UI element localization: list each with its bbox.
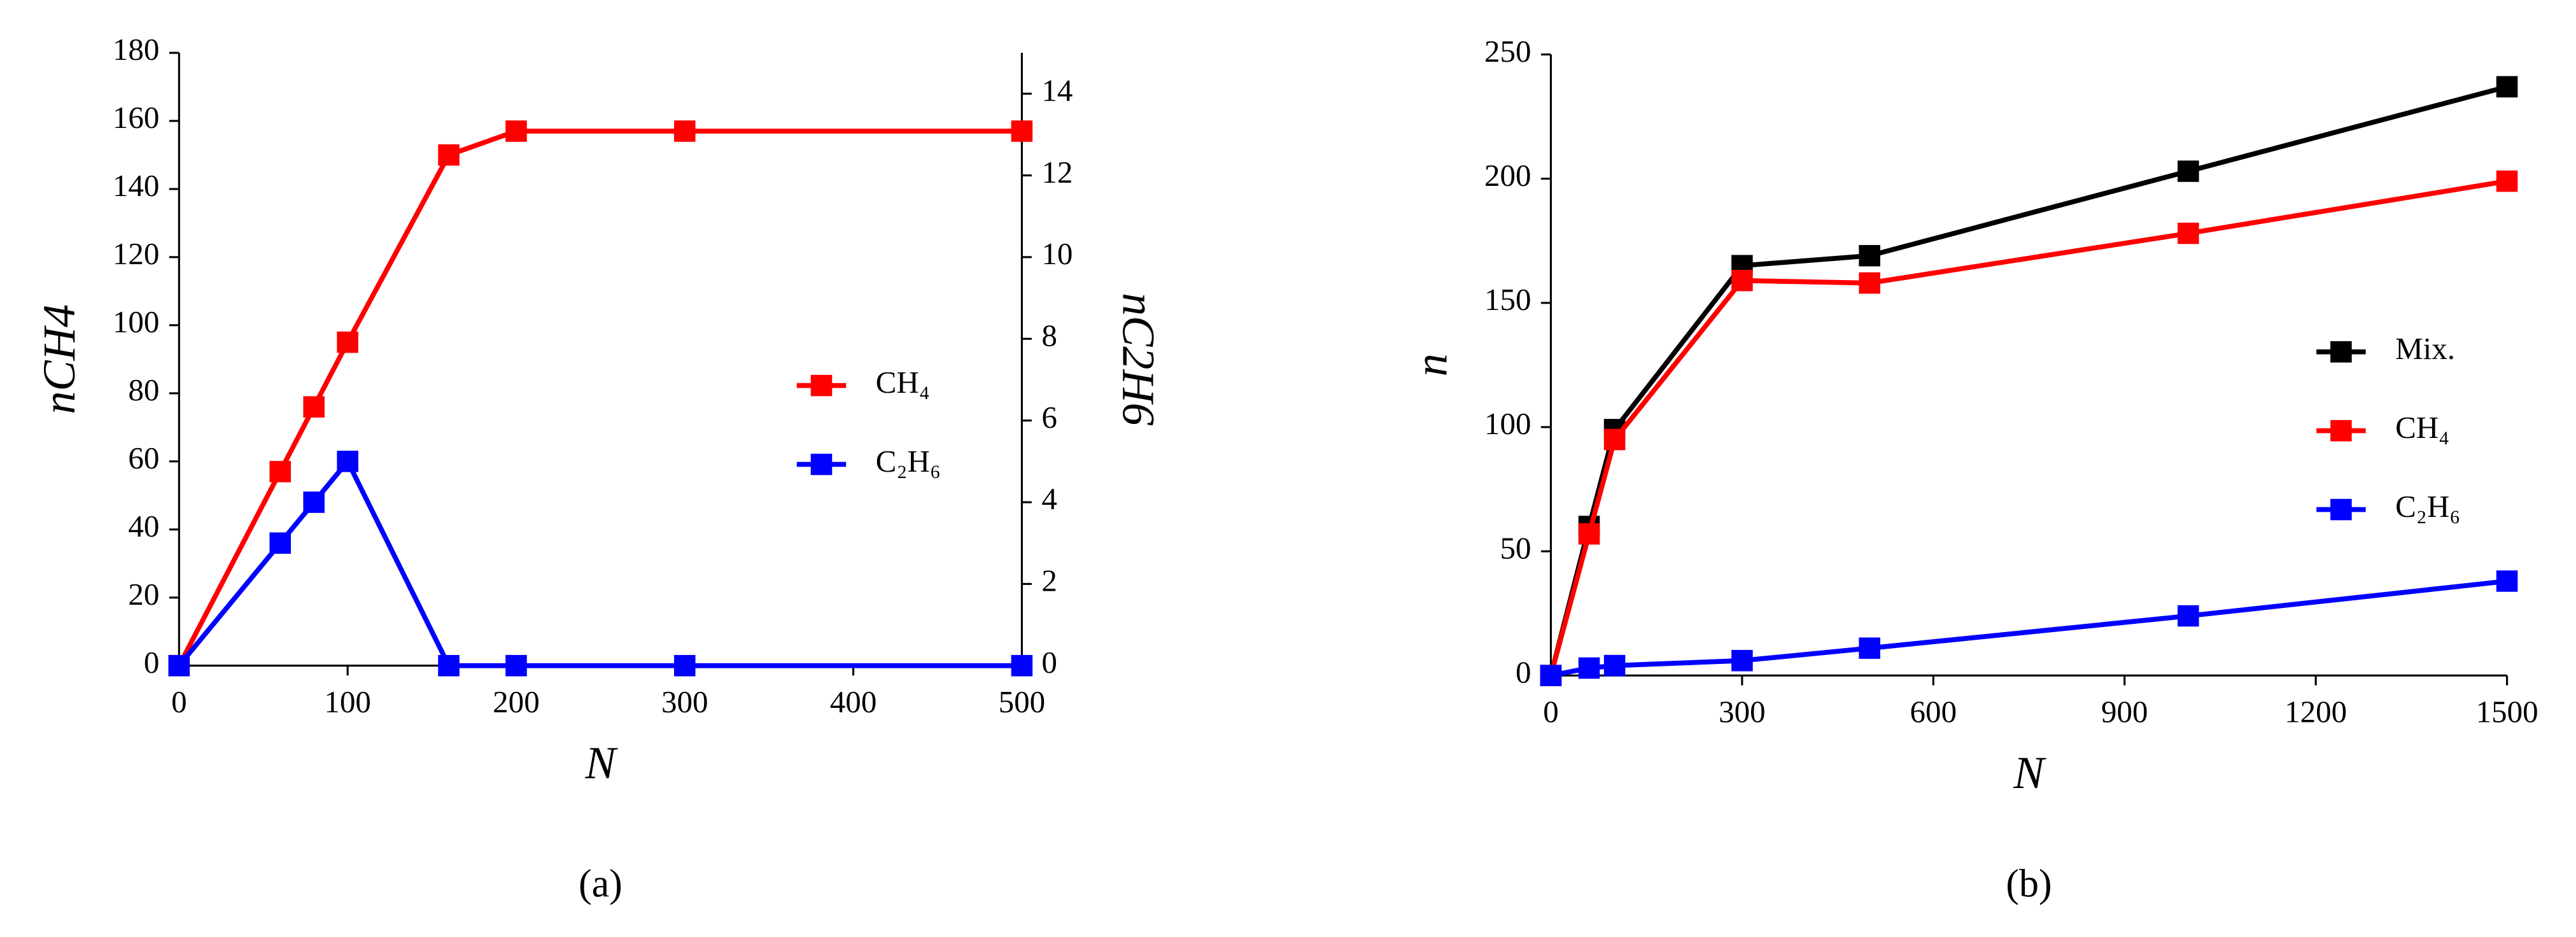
marker <box>303 491 325 513</box>
series-line <box>1550 579 2508 679</box>
y2-tick-label: 6 <box>1041 400 1057 435</box>
series-line <box>1548 84 2508 677</box>
marker <box>438 144 460 166</box>
marker <box>2178 222 2199 244</box>
y-tick-label: 180 <box>113 32 160 67</box>
caption: (b) <box>2006 862 2052 905</box>
marker <box>1603 428 1626 451</box>
x-tick-label: 100 <box>324 684 371 719</box>
marker <box>505 654 527 677</box>
marker <box>1578 523 1600 545</box>
y2-tick-label: 0 <box>1041 645 1057 680</box>
y2-tick-label: 14 <box>1041 73 1073 108</box>
y2-tick-label: 2 <box>1041 563 1057 598</box>
x-tick-label: 900 <box>2101 694 2148 729</box>
y-tick-label: 20 <box>128 577 159 612</box>
y-axis-label: nCH4 <box>34 304 85 414</box>
marker <box>1859 272 1880 294</box>
y-tick-label: 80 <box>128 372 159 407</box>
y2-tick-label: 8 <box>1041 318 1057 353</box>
marker <box>1731 269 1753 292</box>
marker <box>303 396 325 418</box>
y-tick-label: 120 <box>113 236 160 271</box>
x-tick-label: 400 <box>830 684 877 719</box>
x-axis-label: N <box>584 737 618 788</box>
marker <box>1011 120 1033 142</box>
x-tick-label: 1500 <box>2476 694 2538 729</box>
marker <box>2496 76 2518 98</box>
y-tick-label: 0 <box>1516 654 1531 689</box>
legend-label: CH₄ <box>876 365 930 400</box>
x-tick-label: 300 <box>661 684 708 719</box>
caption: (a) <box>579 862 623 905</box>
marker <box>2178 605 2199 627</box>
x-tick-label: 0 <box>1543 694 1559 729</box>
marker <box>1859 637 1880 659</box>
legend-label: C₂H₆ <box>2395 489 2460 524</box>
y2-tick-label: 10 <box>1041 236 1073 271</box>
x-axis-label: N <box>2013 747 2046 798</box>
legend-marker <box>810 374 833 397</box>
y2-tick-label: 12 <box>1041 155 1073 190</box>
y-axis-label: n <box>1405 353 1456 376</box>
legend-marker <box>2330 341 2352 363</box>
marker <box>505 120 527 142</box>
legend-marker <box>2330 419 2352 442</box>
marker <box>337 331 358 353</box>
x-tick-label: 0 <box>171 684 187 719</box>
y-tick-label: 140 <box>113 168 160 203</box>
y-tick-label: 40 <box>128 509 159 544</box>
marker <box>168 654 190 677</box>
x-tick-label: 600 <box>1910 694 1957 729</box>
marker <box>1731 650 1753 672</box>
marker <box>2496 570 2518 592</box>
marker <box>1859 244 1880 267</box>
y-tick-label: 200 <box>1484 158 1531 193</box>
marker <box>1540 665 1562 686</box>
marker <box>2496 170 2518 192</box>
series-line <box>176 129 1022 667</box>
marker <box>337 451 358 472</box>
legend-marker <box>2330 498 2352 521</box>
legend-label: C₂H₆ <box>876 444 941 479</box>
y-tick-label: 100 <box>1484 406 1531 441</box>
marker <box>1578 657 1600 679</box>
y2-tick-label: 4 <box>1041 481 1057 516</box>
marker <box>438 654 460 677</box>
legend-label: Mix. <box>2395 331 2455 366</box>
y2-axis-label: nC2H6 <box>1113 293 1164 426</box>
y-tick-label: 250 <box>1484 34 1531 69</box>
y-tick-label: 0 <box>144 645 160 680</box>
legend-marker <box>810 453 833 476</box>
x-tick-label: 1200 <box>2284 694 2347 729</box>
y-tick-label: 100 <box>113 304 160 339</box>
y-tick-label: 160 <box>113 100 160 135</box>
x-tick-label: 200 <box>493 684 540 719</box>
y-tick-label: 60 <box>128 440 159 476</box>
x-tick-label: 500 <box>999 684 1046 719</box>
marker <box>1603 654 1626 677</box>
marker <box>673 654 696 677</box>
marker <box>1011 654 1033 677</box>
y-tick-label: 150 <box>1484 282 1531 317</box>
x-tick-label: 300 <box>1719 694 1766 729</box>
marker <box>269 461 291 483</box>
marker <box>2178 160 2199 182</box>
marker <box>673 120 696 142</box>
y-tick-label: 50 <box>1500 530 1531 565</box>
legend-label: CH₄ <box>2395 410 2449 445</box>
marker <box>269 532 291 554</box>
